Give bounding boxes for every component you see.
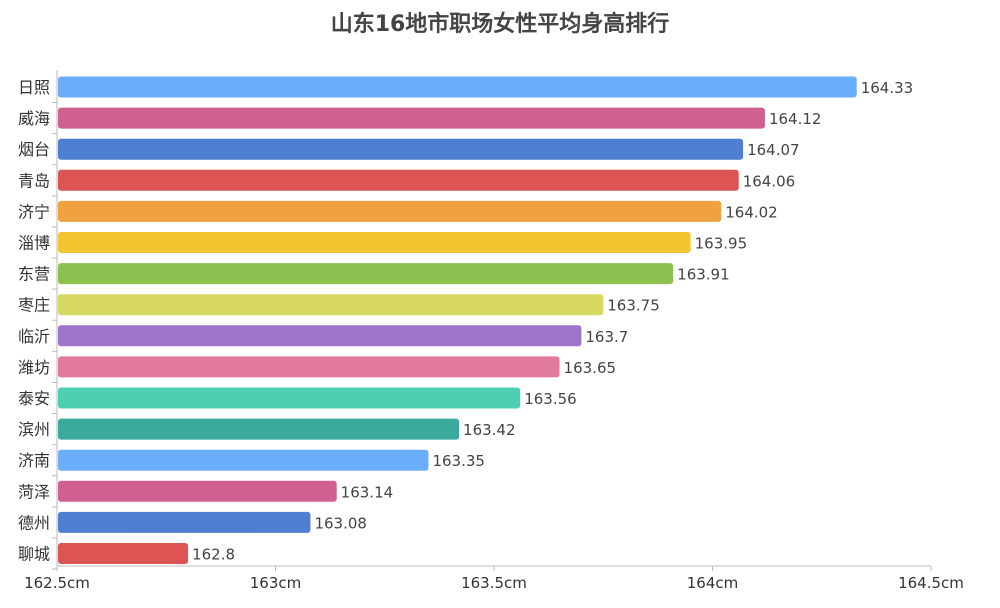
category-label: 淄博 bbox=[18, 234, 50, 253]
bar bbox=[58, 169, 739, 191]
value-label: 162.8 bbox=[192, 546, 235, 564]
value-label: 163.35 bbox=[432, 452, 485, 470]
value-label: 163.14 bbox=[341, 483, 394, 501]
value-label: 163.91 bbox=[677, 266, 730, 284]
category-label: 临沂 bbox=[18, 327, 50, 346]
bar bbox=[58, 200, 722, 222]
category-label: 泰安 bbox=[18, 389, 50, 408]
bar bbox=[58, 511, 311, 533]
bar bbox=[58, 356, 560, 378]
chart-title: 山东16地市职场女性平均身高排行 bbox=[330, 12, 670, 37]
bar bbox=[58, 263, 674, 285]
value-label: 164.06 bbox=[743, 172, 796, 190]
category-label: 德州 bbox=[18, 513, 50, 532]
category-label: 聊城 bbox=[18, 545, 50, 564]
bar bbox=[58, 76, 857, 98]
bar bbox=[58, 294, 604, 316]
category-label: 滨州 bbox=[18, 420, 50, 439]
bar bbox=[58, 107, 765, 129]
bar bbox=[58, 387, 521, 409]
x-tick-label: 162.5cm bbox=[24, 574, 90, 592]
category-label: 潍坊 bbox=[18, 358, 50, 377]
value-label: 163.7 bbox=[585, 328, 628, 346]
value-label: 163.08 bbox=[314, 514, 367, 532]
category-label: 东营 bbox=[18, 265, 50, 284]
category-label: 枣庄 bbox=[18, 296, 50, 315]
value-label: 164.07 bbox=[747, 141, 800, 159]
value-label: 163.56 bbox=[524, 390, 577, 408]
value-label: 163.75 bbox=[607, 297, 660, 315]
category-label: 青岛 bbox=[18, 171, 50, 190]
category-label: 威海 bbox=[18, 109, 50, 128]
bar bbox=[58, 325, 582, 347]
category-label: 济宁 bbox=[18, 202, 50, 221]
value-label: 163.65 bbox=[564, 359, 617, 377]
category-label: 烟台 bbox=[18, 140, 50, 159]
x-tick-label: 163.5cm bbox=[461, 574, 527, 592]
x-tick-label: 163cm bbox=[250, 574, 302, 592]
category-label: 济南 bbox=[18, 451, 50, 470]
value-label: 163.42 bbox=[463, 421, 516, 439]
value-label: 164.33 bbox=[861, 79, 914, 97]
category-label: 菏泽 bbox=[18, 482, 50, 501]
bar bbox=[58, 480, 337, 502]
value-label: 164.12 bbox=[769, 110, 822, 128]
bar bbox=[58, 138, 744, 160]
value-label: 164.02 bbox=[725, 203, 778, 221]
x-tick-label: 164.5cm bbox=[898, 574, 964, 592]
x-tick-label: 164cm bbox=[687, 574, 739, 592]
bar bbox=[58, 449, 429, 471]
category-label: 日照 bbox=[18, 78, 50, 97]
bar bbox=[58, 232, 691, 253]
value-label: 163.95 bbox=[695, 235, 748, 253]
bar bbox=[58, 418, 460, 440]
bar bbox=[58, 543, 189, 564]
